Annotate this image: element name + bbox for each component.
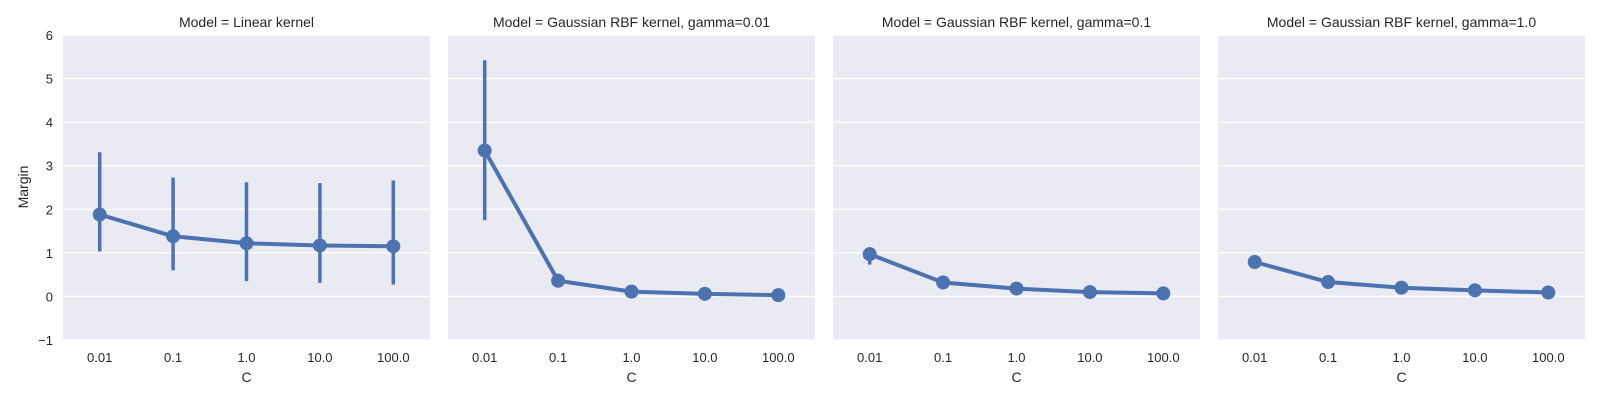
x-tick-label: 0.01 xyxy=(87,350,112,365)
x-tick-label: 0.01 xyxy=(472,350,497,365)
data-point xyxy=(551,273,566,288)
x-tick-label: 100.0 xyxy=(1147,350,1180,365)
facet-panel-3: Model = Gaussian RBF kernel, gamma=0.1 0.… xyxy=(833,14,1200,385)
data-point xyxy=(92,207,107,222)
x-axis-label: C xyxy=(1396,369,1406,385)
x-tick-label: 10.0 xyxy=(307,350,332,365)
y-tick-label: 0 xyxy=(46,289,53,304)
facet-panel-1: −1 0 1 2 3 4 5 6 Model = Linear kernel 0.01 0.1 1.0… xyxy=(38,14,430,385)
data-point xyxy=(862,247,877,262)
data-point xyxy=(1541,285,1556,300)
x-axis-label: C xyxy=(241,369,251,385)
data-point xyxy=(386,239,401,254)
y-tick-label: 6 xyxy=(46,28,53,43)
data-point xyxy=(477,143,492,158)
x-tick-label: 1.0 xyxy=(622,350,640,365)
x-axis-label: C xyxy=(1011,369,1021,385)
x-tick-label: 100.0 xyxy=(1532,350,1565,365)
data-point xyxy=(1009,281,1024,296)
data-point xyxy=(1247,255,1262,270)
panel-title: Model = Gaussian RBF kernel, gamma=0.01 xyxy=(493,14,770,30)
y-tick-label: 3 xyxy=(46,159,53,174)
x-tick-label: 10.0 xyxy=(1462,350,1487,365)
x-tick-label: 0.1 xyxy=(934,350,952,365)
x-tick-label: 1.0 xyxy=(1392,350,1410,365)
data-point xyxy=(239,236,254,251)
y-tick-label: 4 xyxy=(46,115,53,130)
data-point xyxy=(1467,283,1482,298)
y-tick-label: 1 xyxy=(46,246,53,261)
x-tick-label: 10.0 xyxy=(692,350,717,365)
data-point xyxy=(624,284,639,299)
y-axis-label: Margin xyxy=(15,166,31,209)
data-point xyxy=(771,288,786,303)
x-tick-label: 0.1 xyxy=(164,350,182,365)
panel-title: Model = Linear kernel xyxy=(179,14,314,30)
x-axis-label: C xyxy=(626,369,636,385)
facet-panel-2: Model = Gaussian RBF kernel, gamma=0.01 0… xyxy=(448,14,815,385)
data-point xyxy=(1082,285,1097,300)
data-point xyxy=(936,275,951,290)
x-tick-label: 0.1 xyxy=(549,350,567,365)
data-point xyxy=(166,229,181,244)
x-tick-label: 10.0 xyxy=(1077,350,1102,365)
panel-title: Model = Gaussian RBF kernel, gamma=0.1 xyxy=(882,14,1151,30)
x-tick-label: 100.0 xyxy=(377,350,410,365)
x-tick-label: 0.01 xyxy=(1242,350,1267,365)
facet-panel-4: Model = Gaussian RBF kernel, gamma=1.0 0.… xyxy=(1218,14,1585,385)
y-tick-label: 5 xyxy=(46,72,53,87)
x-tick-label: 0.01 xyxy=(857,350,882,365)
x-tick-label: 100.0 xyxy=(762,350,795,365)
x-tick-label: 1.0 xyxy=(237,350,255,365)
x-tick-label: 0.1 xyxy=(1319,350,1337,365)
data-point xyxy=(697,286,712,301)
data-point xyxy=(312,238,327,253)
data-point xyxy=(1156,286,1171,301)
x-tick-label: 1.0 xyxy=(1007,350,1025,365)
data-point xyxy=(1394,280,1409,295)
y-tick-label: −1 xyxy=(38,333,53,348)
data-point xyxy=(1321,275,1336,290)
panel-title: Model = Gaussian RBF kernel, gamma=1.0 xyxy=(1267,14,1536,30)
y-tick-label: 2 xyxy=(46,202,53,217)
